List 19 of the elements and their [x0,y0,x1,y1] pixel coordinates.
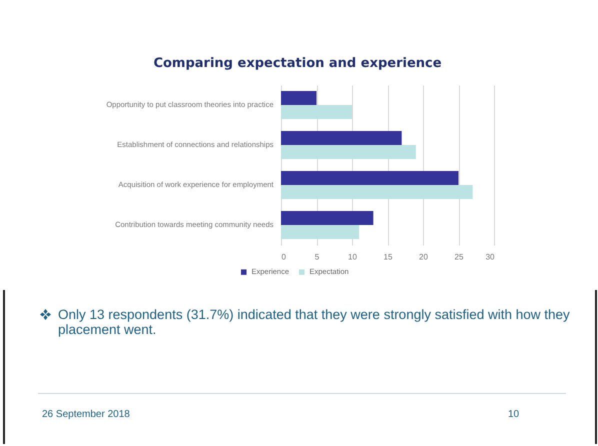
x-tick-label: 15 [384,252,393,262]
bar [281,211,374,225]
bar [281,171,458,185]
x-tick-label: 5 [314,252,320,262]
bar [281,91,316,105]
chart-title: Comparing expectation and experience [153,56,442,71]
text: 10 [508,409,520,420]
x-tick-label: 20 [419,252,428,262]
text: 26 September 2018 [42,409,130,420]
x-tick-label: 0 [282,252,286,262]
bar [281,185,473,199]
x-tick-label: 10 [348,252,358,262]
text: Only 13 respondents (31.7%) indicated that they were strongly satisfied with how they placement went. [58,307,571,337]
x-tick-label: 30 [486,252,496,262]
bar [281,145,416,159]
x-tick-label: 25 [454,252,464,262]
bar [281,105,352,119]
bar [281,225,360,239]
bar [281,131,402,145]
